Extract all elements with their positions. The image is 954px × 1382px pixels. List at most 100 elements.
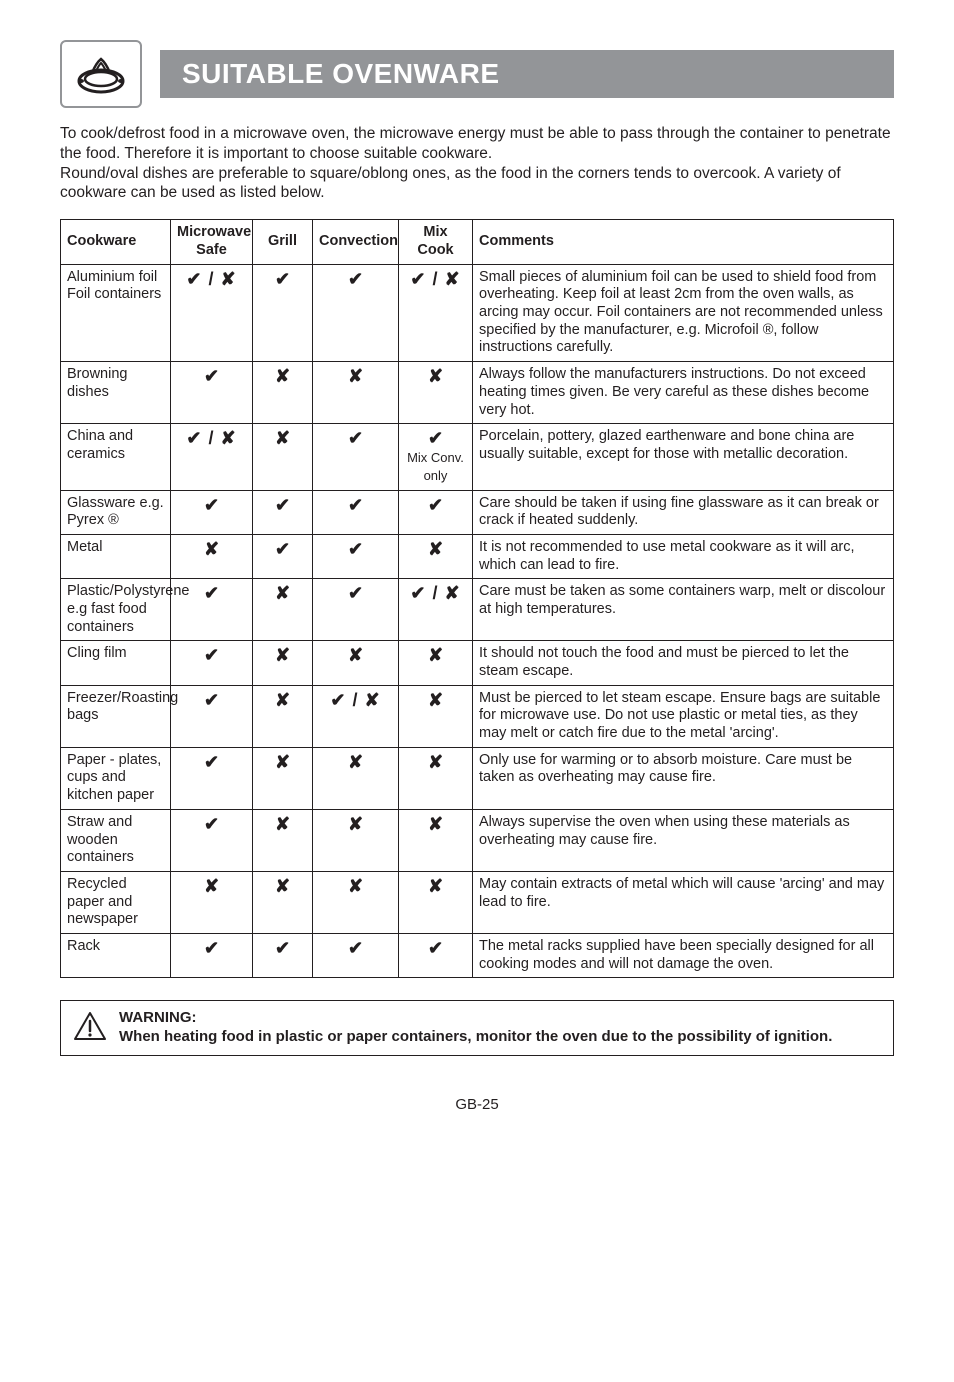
mark-cell: ✔: [171, 809, 253, 871]
mark-cell: ✘: [399, 871, 473, 933]
cookware-name: Freezer/Roasting bags: [61, 685, 171, 747]
page-title: SUITABLE OVENWARE: [182, 58, 500, 90]
comments-cell: It should not touch the food and must be…: [473, 641, 894, 685]
warning-text: WARNING: When heating food in plastic or…: [119, 1009, 832, 1047]
comments-cell: Care must be taken as some containers wa…: [473, 579, 894, 641]
mark-cell: ✘: [253, 685, 313, 747]
mark-cell: ✘: [313, 809, 399, 871]
mark-cell: ✔: [171, 490, 253, 534]
mark-cell: ✔: [313, 579, 399, 641]
cookware-name: Browning dishes: [61, 362, 171, 424]
mark-cell: ✔ / ✘: [399, 579, 473, 641]
mark-cell: ✘: [253, 424, 313, 490]
table-row: Recycled paper and newspaper✘✘✘✘May cont…: [61, 871, 894, 933]
mark-cell: ✘: [253, 747, 313, 809]
mark-cell: ✔: [253, 534, 313, 578]
mark-cell: ✘: [313, 871, 399, 933]
cookware-name: Paper - plates, cups and kitchen paper: [61, 747, 171, 809]
comments-cell: Only use for warming or to absorb moistu…: [473, 747, 894, 809]
cookware-name: Straw and wooden containers: [61, 809, 171, 871]
mark-cell: ✔: [253, 933, 313, 977]
cookware-name: Recycled paper and newspaper: [61, 871, 171, 933]
table-row: Browning dishes✔✘✘✘Always follow the man…: [61, 362, 894, 424]
col-convection: Convection: [313, 220, 399, 264]
mark-cell: ✔: [313, 490, 399, 534]
table-row: Straw and wooden containers✔✘✘✘Always su…: [61, 809, 894, 871]
table-row: Cling film✔✘✘✘It should not touch the fo…: [61, 641, 894, 685]
mark-cell: ✔ / ✘: [399, 264, 473, 361]
cookware-name: Aluminium foilFoil containers: [61, 264, 171, 361]
mark-cell: ✘: [399, 685, 473, 747]
ovenware-table: Cookware Microwave Safe Grill Convection…: [60, 219, 894, 978]
comments-cell: It is not recommended to use metal cookw…: [473, 534, 894, 578]
comments-cell: Always follow the manufacturers instruct…: [473, 362, 894, 424]
mark-cell: ✘: [171, 871, 253, 933]
table-row: Rack✔✔✔✔The metal racks supplied have be…: [61, 933, 894, 977]
comments-cell: Must be pierced to let steam escape. Ens…: [473, 685, 894, 747]
page-footer: GB-25: [60, 1096, 894, 1113]
table-row: Glassware e.g. Pyrex ®✔✔✔✔Care should be…: [61, 490, 894, 534]
mark-cell: ✔: [313, 933, 399, 977]
comments-cell: Always supervise the oven when using the…: [473, 809, 894, 871]
cookware-name: Plastic/Polystyrene e.g fast food contai…: [61, 579, 171, 641]
comments-cell: May contain extracts of metal which will…: [473, 871, 894, 933]
mark-cell: ✔ / ✘: [171, 264, 253, 361]
mark-cell: ✘: [399, 747, 473, 809]
mark-cell: ✘: [253, 579, 313, 641]
table-row: Metal✘✔✔✘It is not recommended to use me…: [61, 534, 894, 578]
mark-cell: ✘: [399, 641, 473, 685]
mark-cell: ✘: [253, 362, 313, 424]
mark-cell: ✘: [253, 871, 313, 933]
mark-cell: ✔: [399, 490, 473, 534]
warning-heading: WARNING:: [119, 1009, 197, 1026]
mark-cell: ✔: [313, 424, 399, 490]
mark-cell: ✘: [399, 534, 473, 578]
mark-cell: ✔: [171, 933, 253, 977]
cookware-name: Glassware e.g. Pyrex ®: [61, 490, 171, 534]
mark-cell: ✔: [313, 264, 399, 361]
mark-cell: ✔ / ✘: [313, 685, 399, 747]
mark-cell: ✔: [253, 490, 313, 534]
mark-cell: ✔: [171, 685, 253, 747]
mark-cell: ✘: [253, 809, 313, 871]
table-row: Freezer/Roasting bags✔✘✔ / ✘✘Must be pie…: [61, 685, 894, 747]
mark-cell: ✘: [399, 809, 473, 871]
table-row: Paper - plates, cups and kitchen paper✔✘…: [61, 747, 894, 809]
intro-text: To cook/defrost food in a microwave oven…: [60, 124, 894, 203]
table-row: Aluminium foilFoil containers✔ / ✘✔✔✔ / …: [61, 264, 894, 361]
comments-cell: Care should be taken if using fine glass…: [473, 490, 894, 534]
mark-cell: ✔: [171, 362, 253, 424]
table-header-row: Cookware Microwave Safe Grill Convection…: [61, 220, 894, 264]
comments-cell: Small pieces of aluminium foil can be us…: [473, 264, 894, 361]
mark-cell: ✔: [313, 534, 399, 578]
warning-icon: [73, 1011, 107, 1046]
table-row: China and ceramics✔ / ✘✘✔✔Mix Conv. only…: [61, 424, 894, 490]
table-row: Plastic/Polystyrene e.g fast food contai…: [61, 579, 894, 641]
col-cookware: Cookware: [61, 220, 171, 264]
col-grill: Grill: [253, 220, 313, 264]
mark-cell: ✔: [253, 264, 313, 361]
header-title-bar: SUITABLE OVENWARE: [160, 50, 894, 98]
mark-cell: ✔: [171, 641, 253, 685]
col-comments: Comments: [473, 220, 894, 264]
col-microwave: Microwave Safe: [171, 220, 253, 264]
warning-box: WARNING: When heating food in plastic or…: [60, 1000, 894, 1056]
warning-body: When heating food in plastic or paper co…: [119, 1028, 832, 1045]
comments-cell: The metal racks supplied have been speci…: [473, 933, 894, 977]
mark-cell: ✔Mix Conv. only: [399, 424, 473, 490]
mark-cell: ✘: [313, 641, 399, 685]
cookware-name: Cling film: [61, 641, 171, 685]
mark-cell: ✘: [253, 641, 313, 685]
cookware-name: China and ceramics: [61, 424, 171, 490]
mark-cell: ✘: [399, 362, 473, 424]
comments-cell: Porcelain, pottery, glazed earthenware a…: [473, 424, 894, 490]
cookware-name: Metal: [61, 534, 171, 578]
mark-cell: ✘: [171, 534, 253, 578]
page-header: SUITABLE OVENWARE: [60, 40, 894, 108]
mark-cell: ✔ / ✘: [171, 424, 253, 490]
col-mixcook: Mix Cook: [399, 220, 473, 264]
mark-cell: ✔: [171, 747, 253, 809]
oven-dish-icon: [60, 40, 142, 108]
mark-cell: ✘: [313, 362, 399, 424]
mark-cell: ✘: [313, 747, 399, 809]
